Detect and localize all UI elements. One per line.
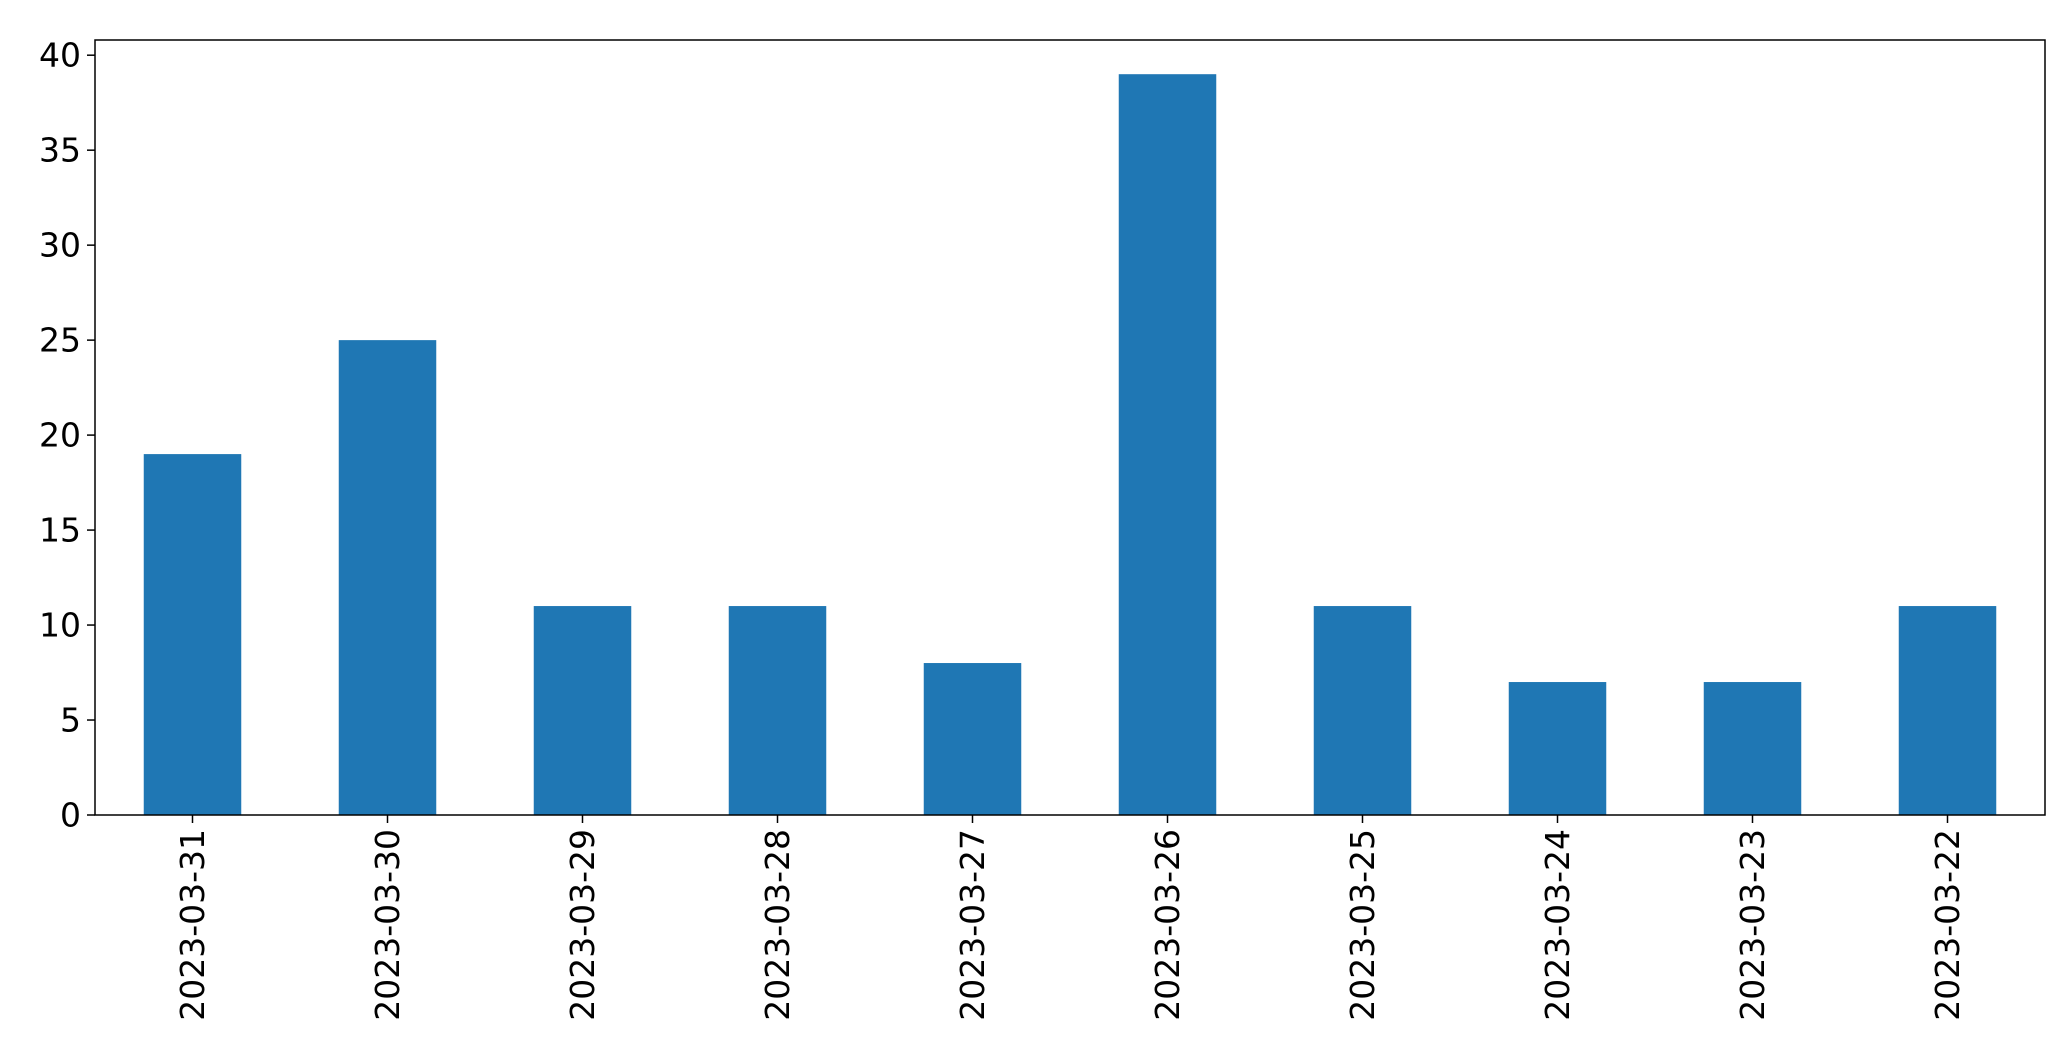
x-tick-label: 2023-03-22 xyxy=(1928,829,1967,1021)
x-tick-label: 2023-03-30 xyxy=(368,829,407,1021)
bar-2023-03-24 xyxy=(1508,682,1607,815)
x-tick-label: 2023-03-28 xyxy=(758,829,797,1021)
bar-2023-03-30 xyxy=(338,340,437,815)
x-tick-label: 2023-03-29 xyxy=(563,829,602,1021)
y-tick-label: 40 xyxy=(39,36,81,75)
x-tick-label: 2023-03-31 xyxy=(173,829,212,1021)
bar-2023-03-28 xyxy=(728,606,827,815)
bar-2023-03-23 xyxy=(1703,682,1802,815)
bar-2023-03-27 xyxy=(923,663,1022,815)
y-tick-label: 15 xyxy=(39,511,81,550)
x-tick-label: 2023-03-24 xyxy=(1538,829,1577,1021)
plot-frame xyxy=(94,39,2046,816)
y-tick-label: 10 xyxy=(39,606,81,645)
y-axis: 0 5 10 15 20 25 30 35 40 xyxy=(39,36,95,835)
x-axis: 2023-03-31 2023-03-30 2023-03-29 2023-03-28… xyxy=(173,815,1967,1021)
bar-2023-03-26 xyxy=(1118,74,1217,816)
y-tick-label: 35 xyxy=(39,131,81,170)
x-tick-label: 2023-03-27 xyxy=(953,829,992,1021)
y-tick-label: 25 xyxy=(39,321,81,360)
y-tick-label: 0 xyxy=(60,796,81,835)
x-tick-label: 2023-03-26 xyxy=(1148,829,1187,1021)
x-tick-label: 2023-03-23 xyxy=(1733,829,1772,1021)
x-tick-label: 2023-03-25 xyxy=(1343,829,1382,1021)
bar-2023-03-31 xyxy=(143,454,242,815)
bar-2023-03-22 xyxy=(1898,606,1997,815)
y-tick-label: 5 xyxy=(60,701,81,740)
y-tick-label: 20 xyxy=(39,416,81,455)
bar-2023-03-25 xyxy=(1313,606,1412,815)
y-tick-label: 30 xyxy=(39,226,81,265)
bar-2023-03-29 xyxy=(533,606,632,815)
bars-group xyxy=(143,74,1997,816)
